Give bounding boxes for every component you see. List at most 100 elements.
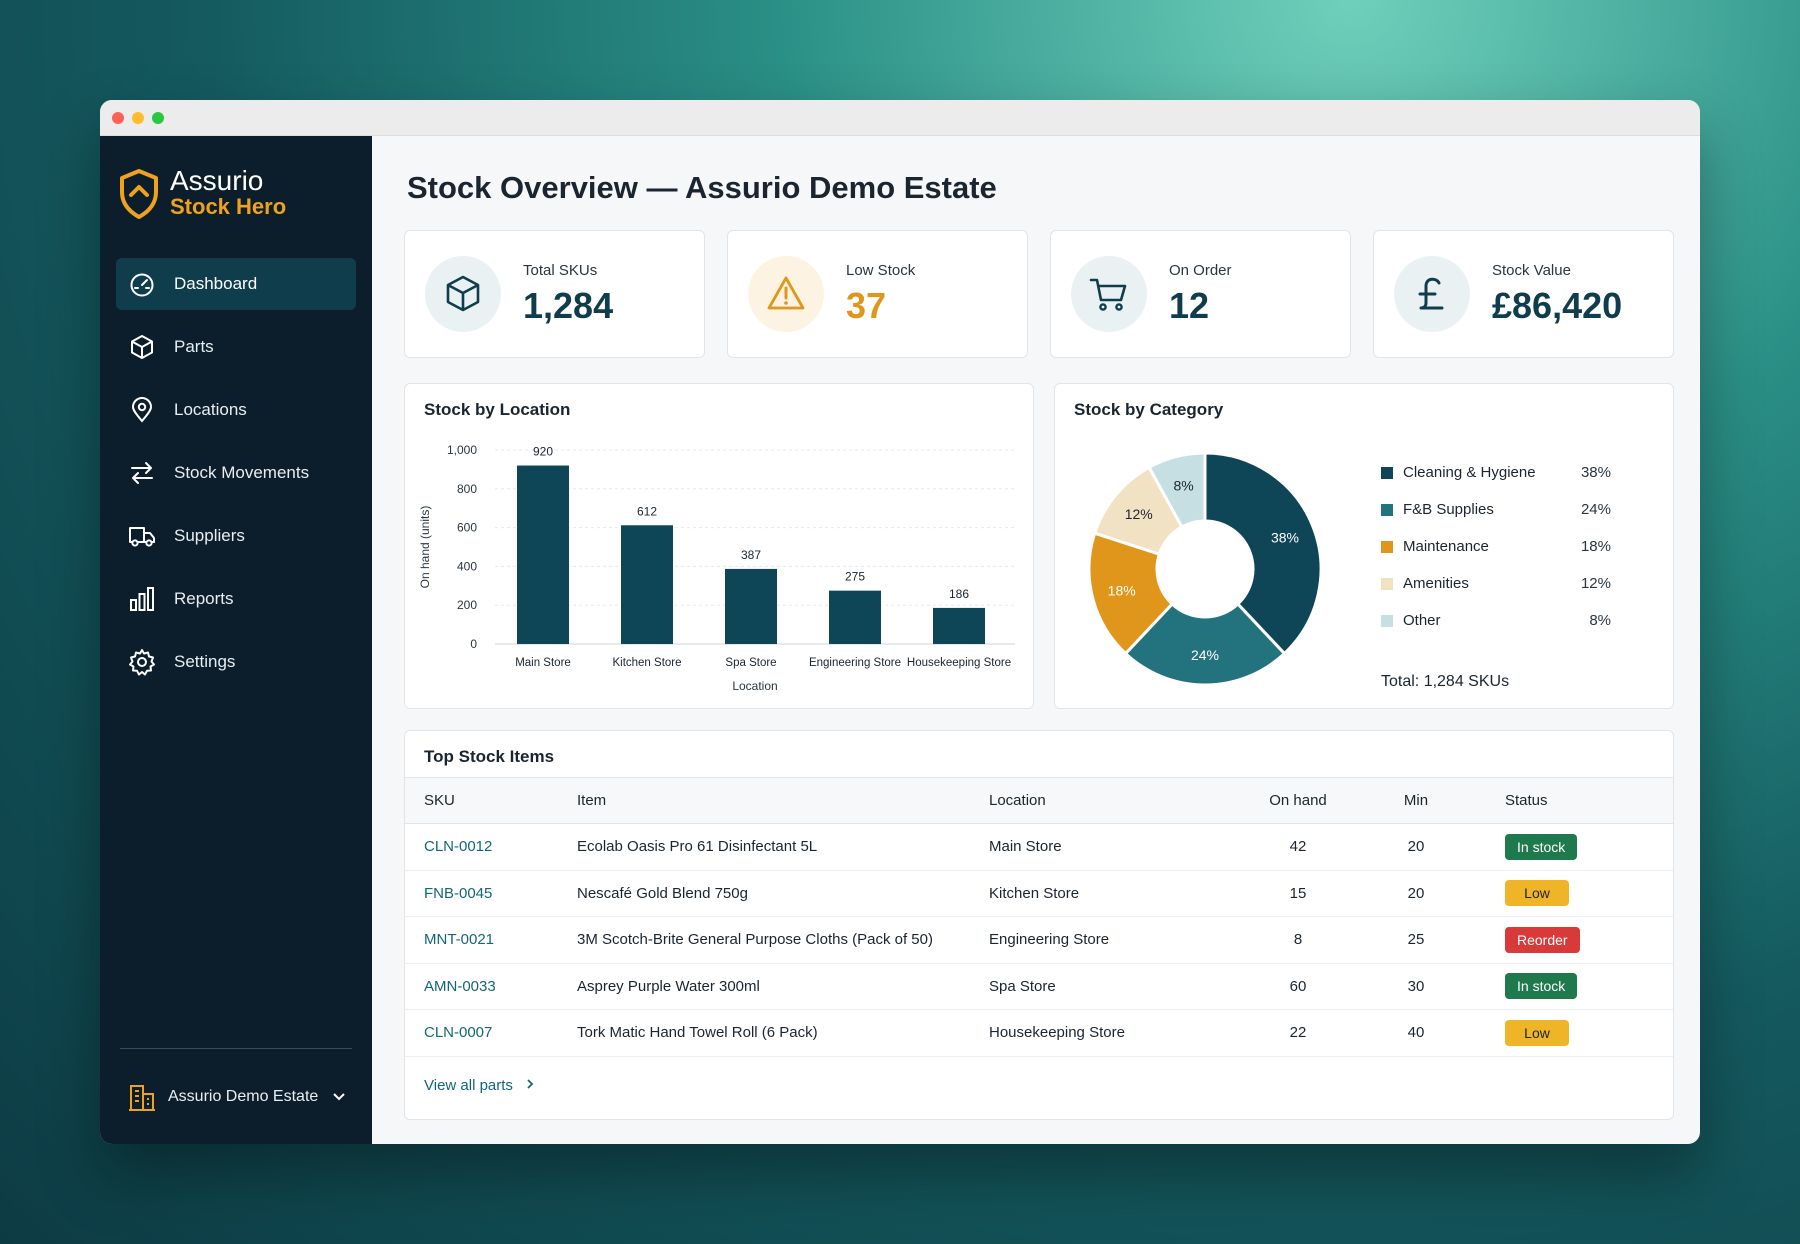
gear-icon [129,649,155,676]
kpi-icon-circle [425,256,501,332]
sidebar-item-parts[interactable]: Parts [116,321,356,373]
legend-label: Other [1403,612,1441,629]
table-row[interactable]: CLN-0007 Tork Matic Hand Towel Roll (6 P… [405,1009,1673,1057]
sku-link[interactable]: MNT-0021 [424,931,495,949]
sku-link[interactable]: AMN-0033 [424,977,496,995]
legend-label: Cleaning & Hygiene [1403,464,1536,481]
column-header-min[interactable]: Min [1357,777,1475,824]
table-row[interactable]: MNT-0021 3M Scotch-Brite General Purpose… [405,916,1673,964]
sidebar-item-dashboard[interactable]: Dashboard [116,258,356,310]
card-title: Top Stock Items [424,747,555,766]
kpi-label: Stock Value [1492,261,1571,279]
kpi-value: 12 [1169,284,1210,326]
brand-logo[interactable]: Assurio Stock Hero [118,166,286,222]
title-bar [100,100,1700,136]
chevron-right-icon [527,1079,534,1089]
sidebar-item-label: Stock Movements [174,463,310,482]
legend-entry[interactable]: Maintenance 18% [1381,528,1611,565]
category-donut-chart: 38% 24% 18% 12% 8% [1087,451,1323,687]
category-legend: Cleaning & Hygiene 38% F&B Supplies 24% Main… [1381,454,1611,639]
table-row[interactable]: AMN-0033 Asprey Purple Water 300ml Spa S… [405,963,1673,1010]
close-window-button[interactable] [112,111,124,124]
x-tick-label: Housekeeping Store [907,657,1011,669]
stock-items-table: SKU Item Location On hand Min Status CLN… [405,777,1673,1057]
legend-entry[interactable]: Amenities 12% [1381,565,1611,602]
warning-icon [767,276,805,310]
column-header-sku[interactable]: SKU [405,777,577,824]
item-location: Engineering Store [989,916,1239,964]
maximize-window-button[interactable] [152,111,164,124]
kpi-total-skus[interactable]: Total SKUs 1,284 [404,230,705,358]
slice-label: 38% [1271,529,1299,545]
donut-slice [1203,451,1323,656]
item-location: Main Store [989,823,1239,871]
bar [517,465,569,644]
bar [725,568,777,644]
minimize-window-button[interactable] [132,111,144,124]
status-badge: In stock [1505,973,1578,1000]
table-row[interactable]: FNB-0045 Nescafé Gold Blend 750g Kitchen… [405,870,1673,917]
location-bar-chart: 0 200 400 600 800 1,000 On hand (units) 920 Main… [418,443,1015,693]
y-tick-label: 400 [457,559,477,573]
sidebar-item-label: Dashboard [174,274,258,293]
column-header-item[interactable]: Item [577,777,989,824]
kpi-value: £86,420 [1492,284,1623,326]
card-title: Stock by Category [1074,400,1224,419]
bar-value-label: 612 [637,504,657,518]
kpi-stock-value[interactable]: Stock Value £86,420 [1373,230,1674,358]
x-tick-label: Spa Store [725,657,776,669]
kpi-value: 1,284 [523,284,614,326]
legend-swatch [1381,466,1393,479]
x-tick-label: Main Store [515,657,571,669]
legend-swatch [1381,577,1393,590]
bar-chart-icon [130,587,154,611]
column-header-on-hand[interactable]: On hand [1239,777,1357,824]
legend-entry[interactable]: Other 8% [1381,602,1611,639]
item-name: Nescafé Gold Blend 750g [577,870,989,917]
box-icon [131,335,153,359]
item-location: Spa Store [989,963,1239,1010]
legend-entry[interactable]: F&B Supplies 24% [1381,491,1611,528]
y-tick-label: 600 [457,521,477,535]
item-name: Asprey Purple Water 300ml [577,963,989,1010]
column-header-location[interactable]: Location [989,777,1239,824]
item-on-hand: 8 [1239,916,1357,964]
kpi-icon-circle [1394,256,1470,332]
bar [933,607,985,644]
legend-swatch [1381,503,1393,516]
estate-switcher[interactable]: Assurio Demo Estate [120,1048,352,1144]
sidebar-item-label: Parts [174,337,214,356]
bar-value-label: 275 [845,570,865,584]
legend-value: 24% [1580,501,1611,518]
legend-label: F&B Supplies [1403,501,1494,518]
bar [829,590,881,644]
item-min: 40 [1357,1009,1475,1057]
box-icon [446,275,480,312]
estate-name: Assurio Demo Estate [168,1087,319,1105]
column-header-status[interactable]: Status [1475,777,1673,824]
view-all-parts-link[interactable]: View all parts [424,1077,535,1094]
status-badge: Low [1505,1019,1569,1046]
sku-link[interactable]: CLN-0007 [424,1024,493,1042]
sku-link[interactable]: FNB-0045 [424,884,493,902]
kpi-low-stock[interactable]: Low Stock 37 [727,230,1028,358]
sidebar-item-reports[interactable]: Reports [116,573,356,625]
table-header-row: SKU Item Location On hand Min Status [405,777,1673,824]
view-all-label: View all parts [424,1077,513,1094]
sidebar-item-settings[interactable]: Settings [116,636,356,688]
item-location: Kitchen Store [989,870,1239,917]
kpi-on-order[interactable]: On Order 12 [1050,230,1351,358]
kpi-label: Total SKUs [523,261,598,279]
sidebar-item-suppliers[interactable]: Suppliers [116,510,356,562]
bar-value-label: 387 [741,548,761,562]
slice-label: 12% [1125,506,1153,522]
legend-value: 18% [1580,538,1611,555]
sidebar-item-label: Reports [174,589,234,608]
sidebar-item-stock-movements[interactable]: Stock Movements [116,447,356,499]
item-name: Tork Matic Hand Towel Roll (6 Pack) [577,1009,989,1057]
sidebar-item-locations[interactable]: Locations [116,384,356,436]
app-window: Assurio Stock Hero Dashboard Parts Locat… [100,100,1700,1144]
table-row[interactable]: CLN-0012 Ecolab Oasis Pro 61 Disinfectan… [405,823,1673,871]
legend-entry[interactable]: Cleaning & Hygiene 38% [1381,454,1611,491]
sku-link[interactable]: CLN-0012 [424,838,493,856]
